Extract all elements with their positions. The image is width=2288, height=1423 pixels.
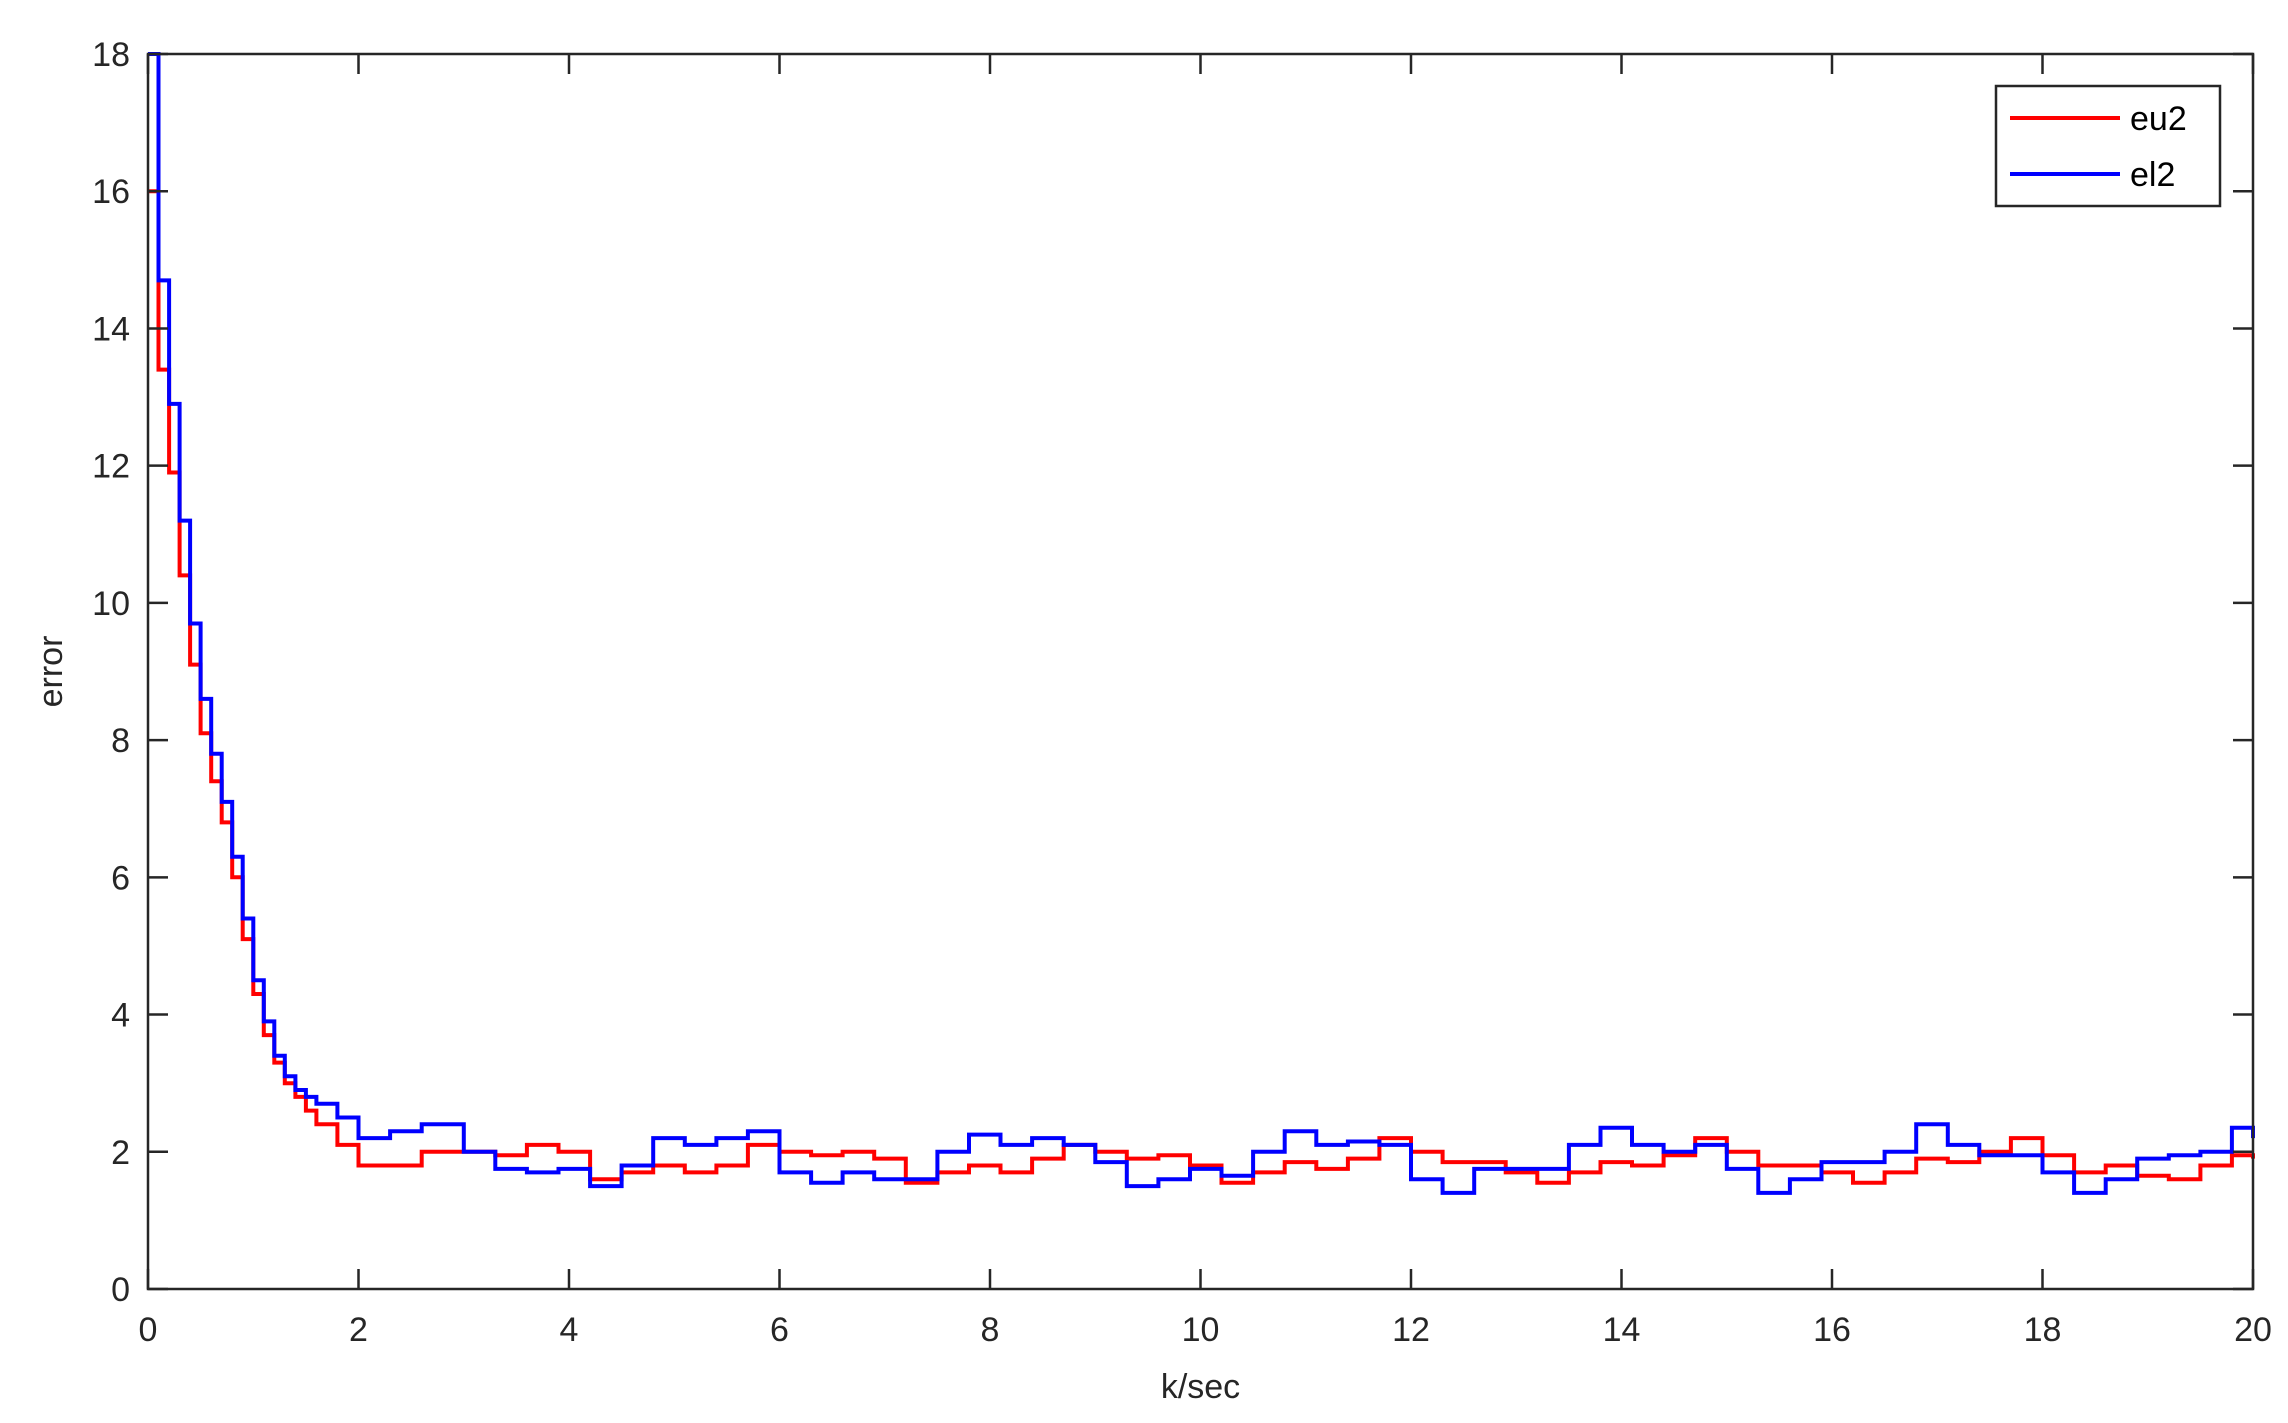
y-tick-label: 8 — [111, 722, 130, 760]
x-tick-label: 16 — [1813, 1311, 1851, 1349]
y-tick-label: 6 — [111, 859, 130, 897]
x-tick-label: 2 — [349, 1311, 368, 1349]
x-tick-label: 6 — [770, 1311, 789, 1349]
y-tick-label: 10 — [92, 585, 130, 623]
legend-box — [1994, 84, 2222, 208]
x-tick-label: 12 — [1392, 1311, 1430, 1349]
axis-ticks: 0 2 4 6 8 10 12 14 16 18 20 0 2 4 6 8 10 12 14 16 18 — [92, 36, 2272, 1349]
x-tick-label: 10 — [1182, 1311, 1220, 1349]
x-tick-label: 18 — [2024, 1311, 2062, 1349]
y-tick-label: 4 — [111, 997, 130, 1035]
x-tick-label: 8 — [981, 1311, 1000, 1349]
y-tick-label: 0 — [111, 1271, 130, 1309]
axes-frame — [146, 52, 2255, 1291]
y-tick-label: 14 — [92, 310, 130, 348]
x-tick-label: 4 — [560, 1311, 579, 1349]
y-tick-label: 18 — [92, 36, 130, 74]
x-tick-label: 0 — [139, 1311, 158, 1349]
series-line-el2 — [148, 52, 2255, 1195]
y-axis-label: error — [32, 636, 70, 708]
y-tick-label: 12 — [92, 448, 130, 486]
legend: eu2 el2 — [1994, 84, 2222, 208]
x-axis-label: k/sec — [1161, 1368, 1240, 1406]
legend-label-eu2: eu2 — [2130, 100, 2187, 138]
x-tick-label: 14 — [1603, 1311, 1641, 1349]
legend-label-el2: el2 — [2130, 156, 2175, 194]
series-group — [148, 52, 2255, 1195]
y-tick-label: 16 — [92, 173, 130, 211]
x-tick-label: 20 — [2234, 1311, 2272, 1349]
series-line-eu2 — [148, 189, 2255, 1185]
y-tick-label: 2 — [111, 1134, 130, 1172]
